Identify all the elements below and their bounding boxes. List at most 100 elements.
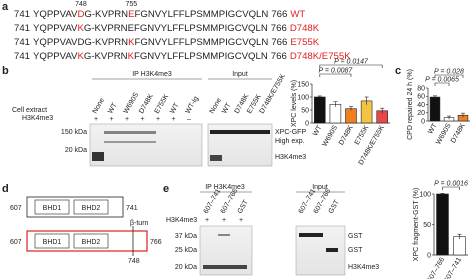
- band: [203, 265, 247, 269]
- bar: [429, 96, 441, 122]
- sequence-part: G-KVPRN: [84, 51, 128, 62]
- domain: [34, 199, 70, 215]
- sign: –: [187, 116, 191, 123]
- x-tick-label: 607–766: [427, 256, 447, 279]
- sequence-part: WT: [290, 9, 305, 20]
- band: [326, 248, 338, 252]
- p-value: P = 0.0147: [334, 59, 369, 66]
- x-tick-label: D748K: [338, 124, 355, 146]
- sequence-part: D748K/E755K: [290, 51, 351, 62]
- bar: [329, 103, 342, 124]
- significance-bracket: [434, 82, 450, 86]
- sequence-part: 741: [14, 51, 30, 62]
- band-label: GST: [348, 247, 363, 254]
- row-label: H3K4me3: [22, 115, 53, 122]
- mw-marker: 25 kDa: [175, 247, 197, 254]
- band: [104, 131, 156, 134]
- sequence-part: YQPPVAV: [33, 9, 78, 20]
- blot: [89, 123, 203, 167]
- residue-marker: 755: [125, 1, 137, 8]
- x-tick-label: E755K: [354, 124, 371, 146]
- sequence-part: G-KVPRN: [84, 23, 128, 34]
- blot-header: IP H3K4me3: [205, 184, 245, 191]
- sequence: 741 YQPPVAVKG-KVPRNEFGNVYLFFLPSMMPIGCVQLN…: [14, 23, 320, 34]
- sequence-part: 741: [14, 37, 30, 48]
- x-tick-label: WT: [427, 122, 439, 136]
- residue: 748: [128, 258, 140, 265]
- domain: [73, 233, 109, 249]
- domain-label: BHD1: [43, 239, 62, 246]
- sequence-part: 741: [14, 9, 30, 20]
- blot-header: Input: [232, 71, 248, 78]
- x-tick-label: WT: [312, 124, 324, 138]
- lane-label: WT: [169, 101, 181, 115]
- sequence-part: FGNVYLFFLPSMMPIGCVQLN: [135, 9, 269, 20]
- sequence-part: D748K: [290, 23, 320, 34]
- y-tick-label: 80: [417, 85, 425, 92]
- annotation: β-turn: [130, 220, 149, 227]
- sequence-part: FGNVYLFFLPSMMPIGCVQLN: [135, 37, 269, 48]
- mw-marker: 150 kDa: [61, 129, 87, 136]
- p-value: P = 0.0016: [434, 181, 468, 188]
- domain: [73, 199, 109, 215]
- panel-label: e: [163, 183, 169, 195]
- sign: +: [125, 116, 129, 123]
- p-value: P = 0.0065: [425, 77, 459, 84]
- p-value: P = 0.0087: [319, 68, 354, 75]
- y-tick-label: 0: [427, 252, 431, 259]
- bar: [453, 236, 466, 256]
- sign: +: [94, 116, 98, 123]
- sequence-part: YQPPVAV: [33, 23, 78, 34]
- lane-label: GST: [328, 198, 342, 215]
- sequence-part: E: [128, 9, 134, 20]
- row-label: Cell extract: [12, 107, 47, 114]
- x-tick-label: D748K: [450, 122, 467, 144]
- panel-label: a: [2, 1, 9, 13]
- sequence-part: D: [77, 37, 84, 48]
- residue: 607: [10, 205, 22, 212]
- domain-label: BHD1: [43, 205, 62, 212]
- bar: [314, 96, 326, 124]
- residue: 607: [10, 239, 22, 246]
- sign: +: [239, 217, 243, 224]
- y-tick-label: 20: [417, 110, 425, 117]
- sign: +: [109, 116, 113, 123]
- sign: +: [156, 116, 160, 123]
- band: [299, 233, 323, 237]
- sequence-part: 766: [271, 23, 287, 34]
- sequence-part: E: [128, 23, 134, 34]
- sequence-part: K: [128, 51, 135, 62]
- sign: +: [205, 217, 209, 224]
- lane-label: GST: [237, 198, 251, 215]
- domain-label: BHD2: [82, 239, 101, 246]
- band-label: High exp.: [275, 138, 305, 145]
- band: [92, 152, 104, 161]
- significance-bracket: [442, 186, 460, 190]
- row-label: H3K4me3: [166, 217, 197, 224]
- sequence-part: D: [77, 9, 84, 20]
- blot-header: IP H3K4me3: [132, 71, 172, 78]
- mw-marker: 37 kDa: [175, 233, 197, 240]
- p-value: P = 0.028: [434, 69, 464, 76]
- panel-label: c: [395, 65, 401, 77]
- band: [218, 234, 230, 236]
- y-tick-label: 0: [305, 120, 309, 127]
- sequence-part: YQPPVAV: [33, 51, 78, 62]
- y-tick-label: 60: [417, 94, 425, 101]
- sequence-part: K: [77, 23, 84, 34]
- blot-header: Input: [312, 184, 328, 191]
- sequence-part: 766: [271, 51, 287, 62]
- y-axis-label: XPC fragment-GST (%): [413, 188, 420, 261]
- band: [210, 155, 222, 161]
- panel-label: b: [2, 65, 9, 77]
- band: [104, 141, 156, 143]
- mw-marker: 20 kDa: [65, 147, 87, 154]
- lane-label: E755K: [154, 93, 171, 115]
- sequence-part: G-KVPRN: [84, 9, 128, 20]
- sequence: 741 YQPPVAVKG-KVPRNKFGNVYLFFLPSMMPIGCVQLN…: [14, 51, 351, 62]
- band-label: H3K4me3: [275, 154, 306, 161]
- sequence-part: G-KVPRN: [84, 37, 128, 48]
- residue: 766: [150, 239, 162, 246]
- significance-bracket: [319, 64, 383, 68]
